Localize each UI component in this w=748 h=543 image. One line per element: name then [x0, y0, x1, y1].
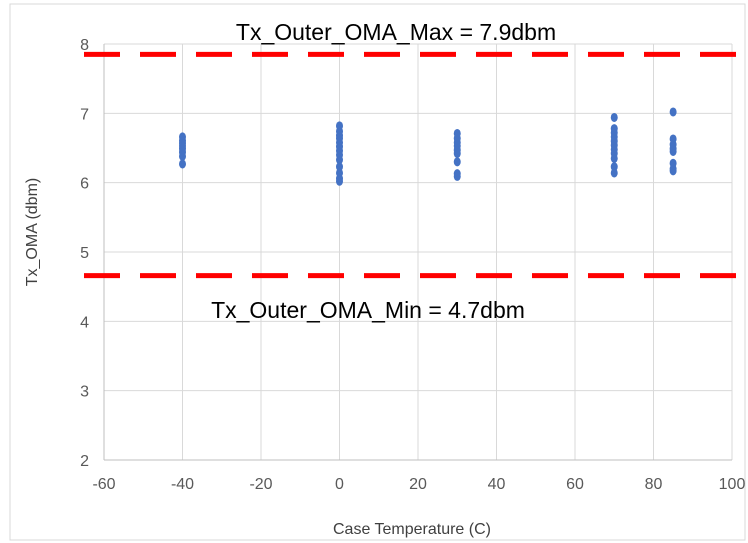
data-point — [669, 107, 677, 117]
y-tick-label: 8 — [80, 37, 89, 54]
data-points — [179, 107, 677, 186]
y-axis-title: Tx_OMA (dbm) — [24, 178, 41, 286]
data-point — [179, 159, 186, 169]
data-point — [453, 128, 461, 138]
x-tick-label: -20 — [249, 476, 272, 493]
data-point — [453, 169, 461, 179]
y-tick-label: 3 — [80, 384, 89, 401]
x-tick-label: 0 — [335, 476, 344, 493]
data-point — [610, 162, 618, 172]
data-point — [336, 168, 343, 178]
data-point — [669, 158, 677, 168]
x-axis-title: Case Temperature (C) — [333, 521, 491, 538]
data-point — [336, 162, 343, 172]
x-tick-label: 100 — [719, 476, 746, 493]
y-tick-label: 6 — [80, 176, 89, 193]
y-tick-label: 5 — [80, 245, 89, 262]
x-tick-label: 60 — [566, 476, 584, 493]
data-point — [336, 121, 343, 131]
x-tick-label: -60 — [92, 476, 115, 493]
x-tick-label: 40 — [488, 476, 506, 493]
data-point — [610, 168, 618, 178]
y-tick-label: 4 — [80, 314, 89, 331]
max-limit-label: Tx_Outer_OMA_Max = 7.9dbm — [236, 19, 556, 45]
x-tick-label: 80 — [645, 476, 663, 493]
data-point — [610, 112, 618, 122]
y-tick-label: 2 — [80, 453, 89, 470]
data-point — [610, 124, 618, 134]
y-tick-label: 7 — [80, 106, 89, 123]
data-point — [669, 134, 677, 144]
axes — [103, 44, 732, 461]
annotations: Tx_Outer_OMA_Max = 7.9dbm Tx_Outer_OMA_Mi… — [211, 19, 556, 323]
tick-labels: -60 -40 -20 0 20 40 60 80 100 2 3 4 5 6 7 8 — [80, 37, 745, 493]
data-point — [179, 132, 186, 142]
x-tick-label: -40 — [171, 476, 194, 493]
chart-border — [9, 3, 746, 541]
min-limit-label: Tx_Outer_OMA_Min = 4.7dbm — [211, 297, 525, 323]
grid — [104, 43, 733, 460]
data-point — [453, 157, 461, 167]
x-tick-label: 20 — [409, 476, 427, 493]
